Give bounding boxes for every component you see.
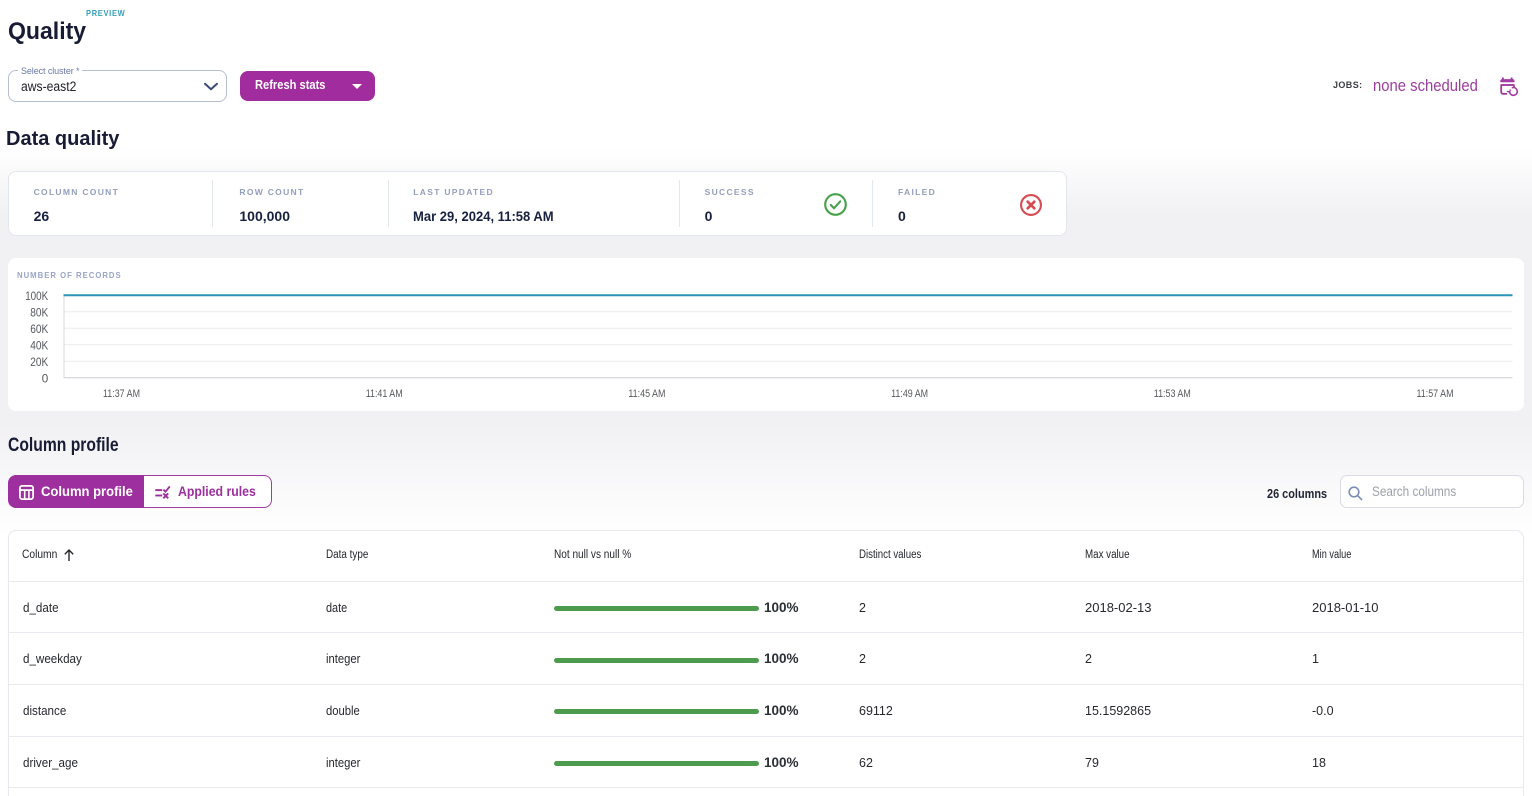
svg-text:11:37 AM: 11:37 AM: [103, 388, 140, 400]
svg-text:11:53 AM: 11:53 AM: [1153, 388, 1190, 400]
svg-text:11:41 AM: 11:41 AM: [365, 388, 402, 400]
svg-text:11:57 AM: 11:57 AM: [1416, 388, 1453, 400]
svg-text:80K: 80K: [30, 305, 48, 319]
svg-text:0: 0: [41, 371, 48, 385]
svg-text:11:49 AM: 11:49 AM: [891, 388, 928, 400]
svg-text:11:45 AM: 11:45 AM: [628, 388, 665, 400]
svg-text:100K: 100K: [25, 289, 48, 303]
svg-text:40K: 40K: [30, 338, 48, 352]
svg-text:60K: 60K: [30, 322, 48, 336]
svg-text:20K: 20K: [30, 355, 48, 369]
